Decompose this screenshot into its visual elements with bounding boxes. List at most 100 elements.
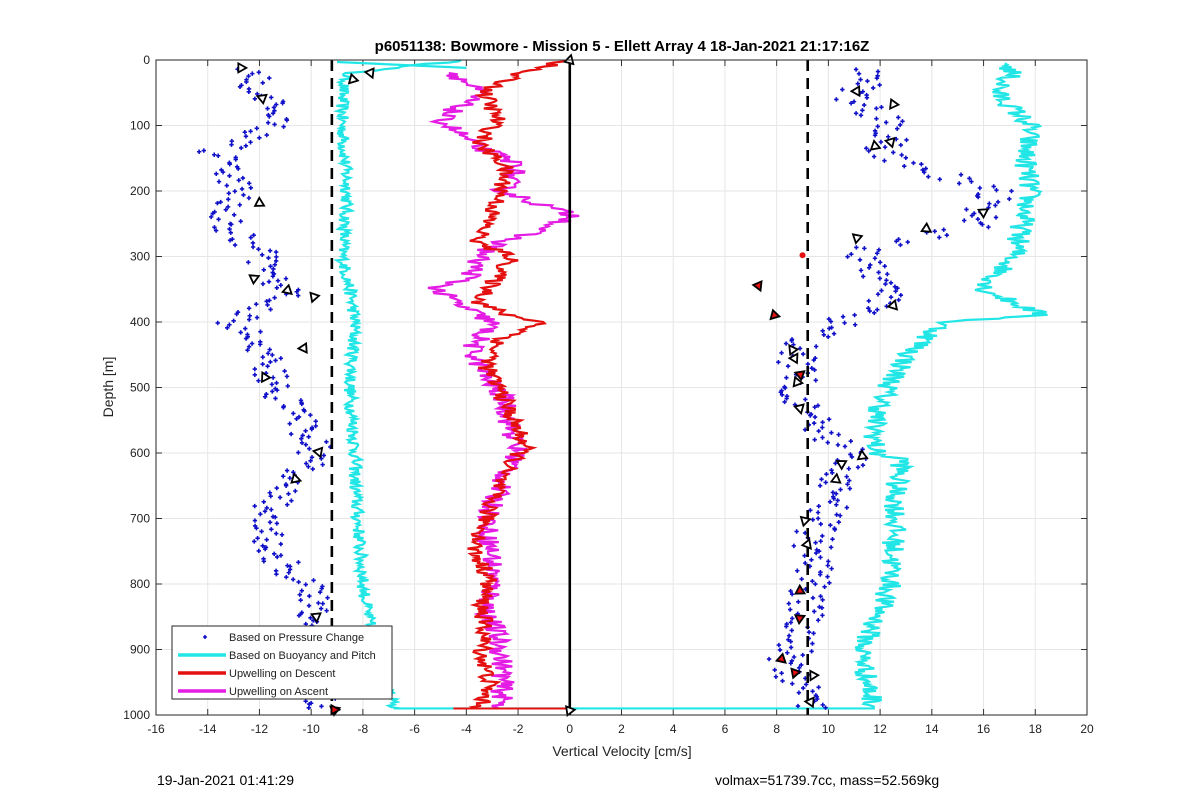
- black-triangle-marker: [309, 612, 322, 624]
- pressure-change-point: [941, 227, 946, 232]
- pressure-change-point: [883, 281, 888, 287]
- pressure-change-point: [853, 111, 859, 116]
- pressure-change-point: [226, 191, 232, 196]
- pressure-change-point: [285, 502, 290, 507]
- pressure-change-point: [811, 631, 816, 636]
- pressure-change-point: [261, 267, 266, 273]
- pressure-change-point: [811, 357, 816, 363]
- pressure-change-point: [993, 203, 998, 208]
- pressure-change-point: [831, 496, 836, 501]
- pressure-change-point: [286, 570, 291, 575]
- plot-area: -16 -14 -12 -10 -8 -6 -4 -2 0 2 4 6 8 10 12 14 16 18 20010…: [123, 53, 1094, 736]
- pressure-change-point: [284, 574, 289, 580]
- pressure-change-point: [847, 486, 853, 491]
- pressure-change-point: [213, 228, 219, 233]
- pressure-change-point: [874, 251, 880, 256]
- pressure-change-point: [852, 322, 858, 327]
- pressure-change-point: [825, 574, 830, 579]
- pressure-change-point: [223, 207, 229, 212]
- pressure-change-point: [215, 201, 220, 206]
- x-tick-label: 12: [873, 722, 887, 736]
- pressure-change-point: [269, 382, 275, 387]
- pressure-change-point: [878, 139, 884, 145]
- pressure-change-point: [882, 264, 887, 269]
- pressure-change-point: [268, 493, 273, 499]
- red-triangle-marker: [790, 667, 802, 680]
- pressure-change-point: [287, 567, 293, 572]
- pressure-change-point: [813, 540, 818, 545]
- pressure-change-point: [247, 313, 252, 318]
- pressure-change-point: [995, 199, 1001, 205]
- pressure-change-point: [252, 503, 257, 509]
- pressure-change-point: [812, 414, 818, 420]
- pressure-change-point: [811, 421, 817, 426]
- pressure-change-point: [279, 532, 285, 537]
- pressure-change-point: [786, 633, 792, 638]
- pressure-change-point: [299, 588, 304, 593]
- pressure-change-point: [810, 517, 816, 522]
- pressure-change-point: [894, 126, 900, 131]
- pressure-change-point: [243, 326, 248, 331]
- pressure-change-point: [281, 405, 286, 410]
- pressure-change-point: [834, 97, 839, 102]
- pressure-change-point: [874, 106, 879, 111]
- pressure-change-point: [286, 491, 291, 497]
- red-dot-marker: [799, 252, 806, 259]
- pressure-change-point: [238, 330, 243, 335]
- pressure-change-point: [236, 178, 242, 183]
- pressure-change-point: [294, 416, 299, 422]
- pressure-change-point: [868, 262, 873, 268]
- pressure-change-point: [809, 557, 814, 563]
- pressure-change-point: [287, 421, 292, 426]
- footer-volmax-mass: volmax=51739.7cc, mass=52.569kg: [715, 772, 940, 788]
- pressure-change-point: [874, 116, 879, 121]
- pressure-change-point: [875, 307, 880, 312]
- pressure-change-point: [893, 289, 898, 294]
- black-triangle-marker: [920, 221, 933, 233]
- pressure-change-point: [895, 286, 900, 291]
- y-tick-label: 1000: [123, 708, 150, 722]
- pressure-change-point: [243, 143, 249, 149]
- pressure-change-point: [836, 432, 841, 437]
- pressure-change-point: [281, 474, 286, 479]
- pressure-change-point: [273, 358, 278, 363]
- pressure-change-point: [290, 577, 296, 582]
- pressure-change-point: [782, 399, 787, 405]
- pressure-change-point: [904, 137, 909, 143]
- pressure-change-point: [274, 380, 279, 386]
- legend-label: Upwelling on Ascent: [229, 686, 328, 698]
- pressure-change-point: [828, 523, 833, 528]
- pressure-change-point: [829, 325, 834, 330]
- pressure-change-point: [991, 184, 996, 189]
- black-triangle-marker: [248, 274, 261, 286]
- y-tick-label: 200: [130, 184, 150, 198]
- black-triangle-marker: [255, 93, 268, 106]
- pressure-change-point: [272, 551, 277, 557]
- pressure-change-point: [296, 560, 301, 565]
- pressure-change-point: [818, 572, 823, 577]
- pressure-change-point: [921, 170, 927, 175]
- pressure-change-point: [825, 440, 830, 445]
- pressure-change-point: [231, 318, 236, 324]
- pressure-change-point: [208, 214, 214, 220]
- pressure-change-point: [848, 438, 854, 444]
- pressure-change-point: [796, 599, 801, 604]
- pressure-change-point: [296, 579, 301, 585]
- pressure-change-point: [848, 452, 853, 457]
- pressure-change-point: [303, 582, 308, 587]
- pressure-change-point: [284, 374, 290, 379]
- pressure-change-point: [823, 705, 828, 710]
- pressure-change-point: [265, 351, 271, 356]
- pressure-change-point: [265, 120, 271, 125]
- pressure-change-point: [291, 411, 296, 416]
- pressure-change-point: [858, 268, 864, 273]
- pressure-change-point: [313, 419, 318, 424]
- x-tick-label: 18: [1029, 722, 1043, 736]
- pressure-change-point: [269, 527, 274, 532]
- pressure-change-point: [835, 498, 840, 503]
- pressure-change-point: [289, 498, 294, 503]
- y-tick-label: 0: [143, 53, 150, 67]
- pressure-change-point: [270, 352, 275, 358]
- pressure-change-point: [784, 375, 789, 380]
- pressure-change-point: [267, 114, 272, 119]
